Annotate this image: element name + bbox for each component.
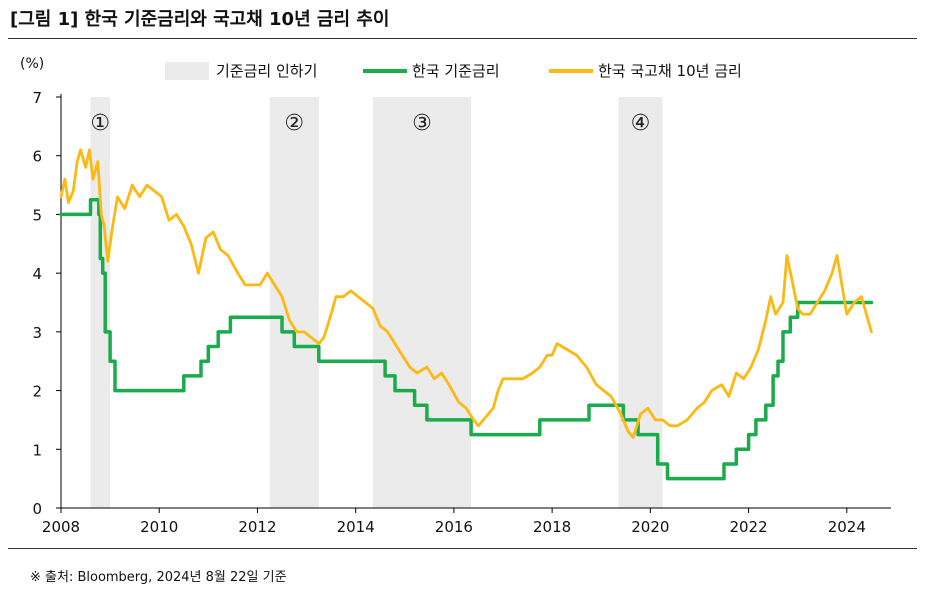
y-tick-label: 6 (32, 148, 42, 166)
shaded-period-1 (90, 97, 111, 508)
shaded-period-2 (269, 97, 319, 508)
x-tick-label: 2012 (238, 518, 276, 536)
x-tick-label: 2016 (435, 518, 473, 536)
legend-label-bond-yield: 한국 국고채 10년 금리 (598, 62, 742, 80)
x-tick-label: 2024 (828, 518, 866, 536)
period-label-3: ③ (412, 111, 432, 136)
source-note: ※ 출처: Bloomberg, 2024년 8월 22일 기준 (30, 570, 287, 585)
legend-swatch-shade (165, 62, 209, 80)
legend-label-shade: 기준금리 인하기 (216, 62, 317, 80)
legend: 기준금리 인하기 한국 기준금리 한국 국고채 10년 금리 (165, 62, 742, 80)
shaded-period-3 (372, 97, 472, 508)
x-tick-label: 2010 (140, 518, 178, 536)
title-divider (8, 38, 917, 39)
legend-label-base-rate: 한국 기준금리 (412, 62, 500, 80)
base-rate-line (59, 198, 874, 481)
y-tick-label: 5 (32, 206, 42, 224)
y-axis-unit: (%) (20, 56, 44, 72)
x-tick-label: 2008 (42, 518, 80, 536)
axes: 0 1 2 3 4 5 6 7 2008 2010 2012 2014 2016 2018 2020 2022… (20, 56, 891, 536)
x-tick-label: 2022 (729, 518, 767, 536)
y-tick-label: 7 (32, 89, 42, 107)
footer-divider (8, 548, 917, 549)
series-lines (59, 148, 874, 481)
shaded-periods: ① ② ③ ④ (90, 97, 663, 508)
y-tick-label: 4 (32, 265, 42, 283)
x-tick-label: 2014 (337, 518, 375, 536)
rate-chart: ① ② ③ ④ 0 1 2 3 4 5 6 7 2008 2010 2012 2014 2016 2018 202… (20, 56, 891, 536)
y-tick-label: 2 (32, 383, 42, 401)
y-tick-label: 1 (32, 441, 42, 459)
period-label-2: ② (284, 111, 304, 136)
y-tick-label: 0 (32, 500, 42, 518)
bond-yield-line (59, 148, 873, 439)
shaded-period-4 (618, 97, 663, 508)
y-tick-label: 3 (32, 324, 42, 342)
period-label-1: ① (90, 111, 110, 136)
period-label-4: ④ (631, 111, 651, 136)
x-tick-label: 2018 (533, 518, 571, 536)
figure-title: [그림 1] 한국 기준금리와 국고채 10년 금리 추이 (10, 9, 390, 30)
x-tick-label: 2020 (631, 518, 669, 536)
